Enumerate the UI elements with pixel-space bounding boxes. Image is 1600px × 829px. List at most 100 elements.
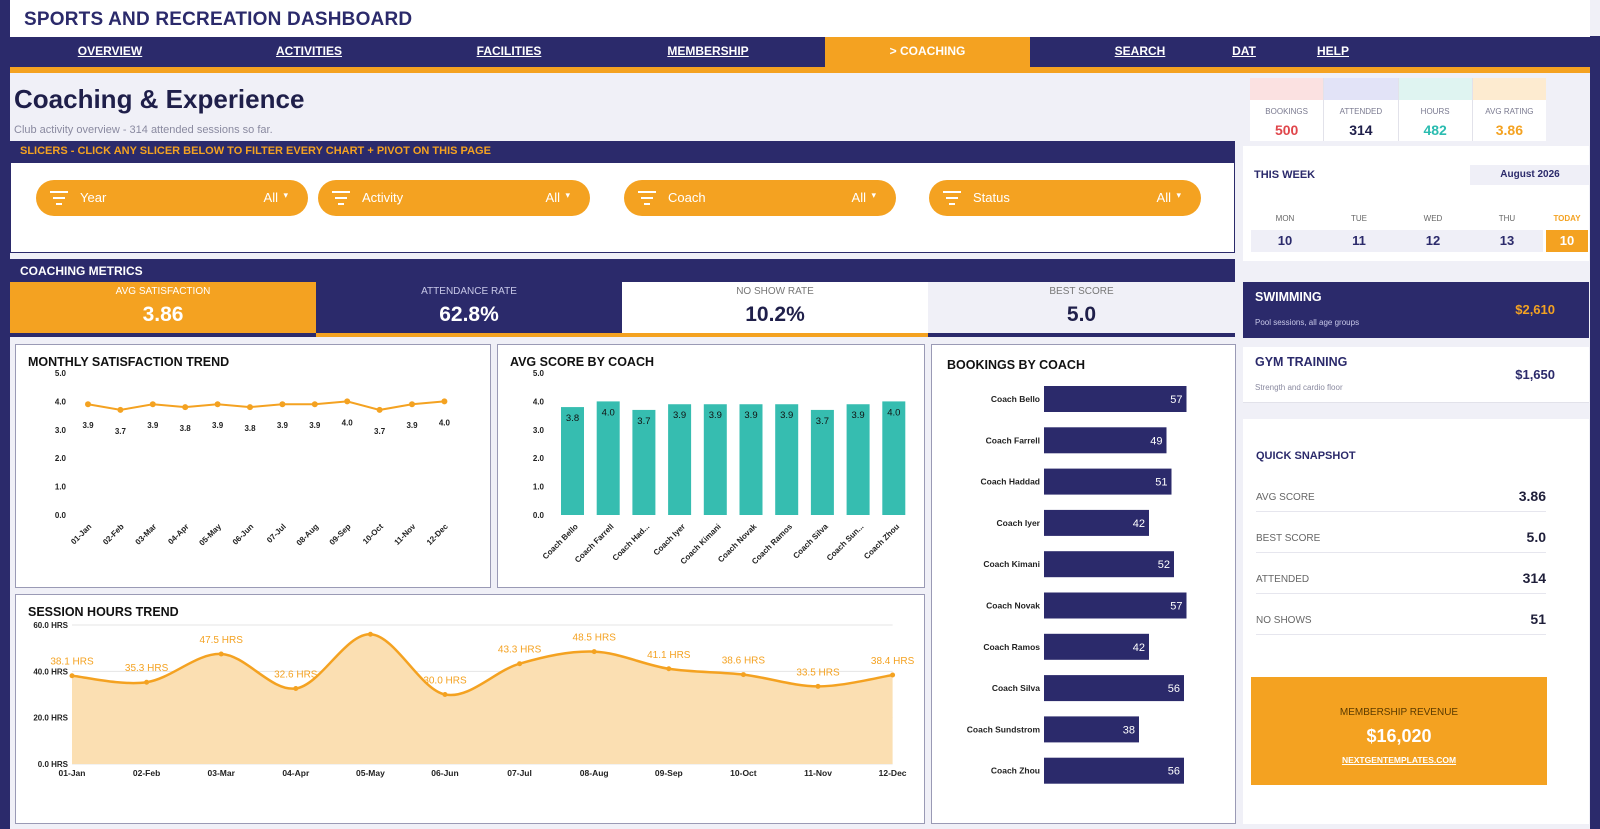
app-title: SPORTS AND RECREATION DASHBOARD — [24, 9, 413, 30]
day-label: THU — [1498, 214, 1516, 223]
slicer-value: All — [851, 190, 866, 205]
x-tick-label: 09-Sep — [655, 768, 683, 778]
data-label: 3.9 — [851, 410, 864, 421]
y-tick-label: Coach Ramos — [983, 642, 1040, 652]
nav-search[interactable]: SEARCH — [1114, 44, 1166, 58]
y-tick-label: Coach Kimani — [983, 559, 1040, 569]
y-tick-label: 0.0 — [533, 511, 545, 520]
snapshot-row: BEST SCORE 5.0 — [1256, 523, 1546, 553]
x-tick-label: 07-Jul — [507, 768, 532, 778]
day-number-today[interactable]: 10 — [1546, 230, 1588, 252]
y-tick-label: 5.0 — [533, 369, 545, 378]
area-fill — [72, 634, 893, 764]
slicer-name: Activity — [362, 190, 404, 205]
chevron-down-icon: ▾ — [283, 190, 288, 200]
filter-icon — [332, 191, 350, 205]
metric-best-score: BEST SCORE 5.0 — [928, 282, 1235, 337]
x-tick-label: Coach Iyer — [652, 522, 687, 557]
nav-facilities[interactable]: FACILITIES — [476, 44, 542, 58]
data-label: 3.7 — [374, 427, 386, 436]
nav-data[interactable]: DAT — [1232, 44, 1256, 58]
bar — [1044, 633, 1149, 660]
kpi-band — [1250, 78, 1324, 100]
metric-value: 5.0 — [1066, 303, 1097, 326]
data-label: 3.7 — [115, 427, 127, 436]
x-tick-label: 01-Jan — [59, 768, 86, 778]
slicers-header: SLICERS - CLICK ANY SLICER BELOW TO FILT… — [10, 141, 1235, 163]
day-number[interactable]: 12 — [1425, 233, 1441, 248]
data-point — [144, 679, 150, 685]
slicer-activity[interactable]: Activity All ▾ — [318, 180, 590, 216]
score-by-coach-panel: AVG SCORE BY COACH 0.0 1.0 2.0 3.0 4.0 5.0 3.8… — [497, 344, 925, 588]
slicer-status[interactable]: Status All ▾ — [929, 180, 1201, 216]
kpi-value: 314 — [1349, 122, 1373, 138]
metric-label: ATTENDANCE RATE — [421, 286, 517, 297]
data-label: 3.7 — [816, 416, 829, 427]
data-label: 3.7 — [637, 416, 650, 427]
nav-activities[interactable]: ACTIVITIES — [275, 44, 342, 58]
bar — [1044, 757, 1184, 784]
bar — [632, 409, 656, 515]
x-tick-label: Coach Bello — [541, 522, 580, 561]
data-label: 3.9 — [212, 421, 224, 430]
kpi-avg-rating: AVG RATING 3.86 — [1472, 78, 1546, 141]
satisfaction-trend-panel: MONTHLY SATISFACTION TREND 0.0 1.0 2.0 3.0 4… — [15, 344, 491, 588]
slicer-coach[interactable]: Coach All ▾ — [624, 180, 896, 216]
day-number[interactable]: 11 — [1352, 233, 1366, 248]
chart-title: BOOKINGS BY COACH — [947, 358, 1085, 372]
snapshot-value: 51 — [1530, 611, 1546, 627]
month-selector[interactable]: August 2026 — [1470, 165, 1590, 185]
bar — [1044, 675, 1184, 702]
revenue-card-title: GYM TRAINING — [1255, 355, 1348, 369]
data-label: 43.3 HRS — [498, 645, 542, 656]
nav-membership[interactable]: MEMBERSHIP — [667, 44, 749, 58]
week-title: THIS WEEK — [1254, 169, 1316, 181]
snapshot-row: ATTENDED 314 — [1256, 564, 1546, 594]
kpi-band — [1472, 78, 1546, 100]
membership-link[interactable]: NEXTGENTEMPLATES.COM — [1341, 755, 1457, 765]
data-label: 41.1 HRS — [647, 650, 691, 661]
data-label: 3.9 — [709, 410, 722, 421]
data-point — [815, 683, 821, 689]
slicer-value: All — [545, 190, 560, 205]
y-tick-label: Coach Novak — [986, 601, 1040, 611]
nav-overview[interactable]: OVERVIEW — [77, 44, 143, 58]
filter-icon — [943, 191, 961, 205]
bar — [1044, 592, 1187, 619]
day-number[interactable]: 13 — [1499, 233, 1515, 248]
data-label: 3.9 — [309, 421, 321, 430]
chevron-down-icon: ▾ — [871, 190, 876, 200]
slicer-name: Coach — [668, 190, 706, 205]
metric-value: 62.8% — [439, 303, 499, 326]
y-tick-label: 5.0 — [55, 369, 67, 378]
y-tick-label: Coach Iyer — [997, 518, 1041, 528]
slicer-value: All — [263, 190, 278, 205]
snapshot-label: NO SHOWS — [1256, 615, 1312, 626]
data-point — [367, 631, 373, 637]
x-tick-label: 04-Apr — [166, 522, 190, 546]
bar — [1044, 551, 1174, 578]
kpi-bookings: BOOKINGS 500 — [1250, 78, 1325, 141]
metrics-header: COACHING METRICS — [10, 259, 1235, 282]
data-label: 3.9 — [744, 410, 757, 421]
slicer-name: Status — [973, 190, 1010, 205]
bar — [1044, 509, 1149, 536]
nav-help[interactable]: HELP — [1316, 44, 1349, 58]
hours-area-chart: 0.0 HRS 20.0 HRS 40.0 HRS 60.0 HRS 38.1 HRS 0… — [33, 621, 914, 778]
day-number[interactable]: 10 — [1277, 233, 1293, 248]
slicer-year[interactable]: Year All ▾ — [36, 180, 308, 216]
data-label: 4.0 — [602, 407, 615, 418]
nav-coaching[interactable]: > COACHING — [825, 37, 1030, 67]
y-tick-label: Coach Bello — [991, 394, 1040, 404]
page-title: Coaching & Experience — [14, 84, 305, 114]
data-label: 3.8 — [566, 413, 579, 424]
snapshot-value: 5.0 — [1526, 529, 1546, 545]
score-bar-chart: 0.0 1.0 2.0 3.0 4.0 5.0 3.8 Coach Bello 4.0 Coach… — [533, 369, 906, 566]
y-tick-label: 3.0 — [533, 426, 545, 435]
chevron-down-icon: ▾ — [565, 190, 570, 200]
data-label: 56 — [1168, 683, 1180, 695]
data-point — [740, 672, 746, 678]
data-point — [409, 401, 415, 408]
snapshot-title: QUICK SNAPSHOT — [1256, 450, 1356, 462]
x-tick-label: 12-Dec — [879, 768, 907, 778]
